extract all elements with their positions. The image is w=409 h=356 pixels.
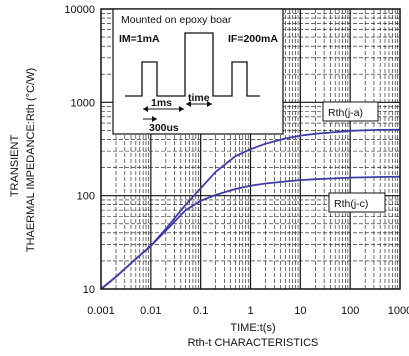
series-label-rth-ja: Rth(j-a) xyxy=(322,101,379,122)
arrowhead-time-right xyxy=(207,101,212,107)
y-axis-title-line1: TRANSIENT xyxy=(9,135,21,198)
inset-label-if: IF=200mA xyxy=(228,33,278,45)
x-tick-label: 10 xyxy=(294,305,306,317)
inset-label-1ms: 1ms xyxy=(151,97,172,109)
tick-labels: 0.001 0.01 0.1 1 10 100 1000 10 100 1000 10000 xyxy=(64,4,409,317)
y-axis-title-line2: THAERMAL IMPEDANCE:Rth (°C/W) xyxy=(25,68,37,252)
series-label-rth-ja-box xyxy=(322,101,379,122)
y-tick-label: 10000 xyxy=(64,4,95,16)
x-tick-label: 0.01 xyxy=(140,305,161,317)
curves xyxy=(100,128,401,290)
arrowhead-300us xyxy=(152,116,157,122)
x-tick-label: 0.1 xyxy=(193,305,208,317)
arrowhead-1ms-left xyxy=(143,106,148,112)
chart-caption: Rth-t CHARACTERISTICS xyxy=(188,337,319,349)
y-tick-label: 1000 xyxy=(71,97,95,109)
series-label-rth-jc: Rth(j-c) xyxy=(328,192,386,213)
x-tick-label: 1 xyxy=(247,305,253,317)
y-tick-label: 10 xyxy=(83,284,95,296)
arrowhead-1ms-right xyxy=(179,106,184,112)
inset-frame xyxy=(112,8,284,135)
y-tick-label: 100 xyxy=(77,191,95,203)
inset-label-time: time xyxy=(188,92,210,104)
x-tick-label: 0.001 xyxy=(87,305,115,317)
x-tick-label: 100 xyxy=(341,305,359,317)
inset-title: Mounted on epoxy boar xyxy=(121,14,232,26)
x-tick-label: 1000 xyxy=(388,305,409,317)
inset-diagram: Mounted on epoxy boar IM=1mA IF=200mA 1m… xyxy=(112,8,284,135)
inset-waveform xyxy=(125,32,260,97)
series-label-rth-ja-text: Rth(j-a) xyxy=(328,107,363,119)
arrowhead-time-left xyxy=(186,101,191,107)
series-label-rth-jc-box xyxy=(328,192,386,213)
series-line-rth-jc xyxy=(100,175,401,290)
inset-label-300us: 300us xyxy=(149,122,179,134)
series-label-rth-jc-text: Rth(j-c) xyxy=(334,198,368,210)
inset-label-im: IM=1mA xyxy=(119,33,160,45)
x-axis-title: TIME:t(s) xyxy=(230,322,275,334)
